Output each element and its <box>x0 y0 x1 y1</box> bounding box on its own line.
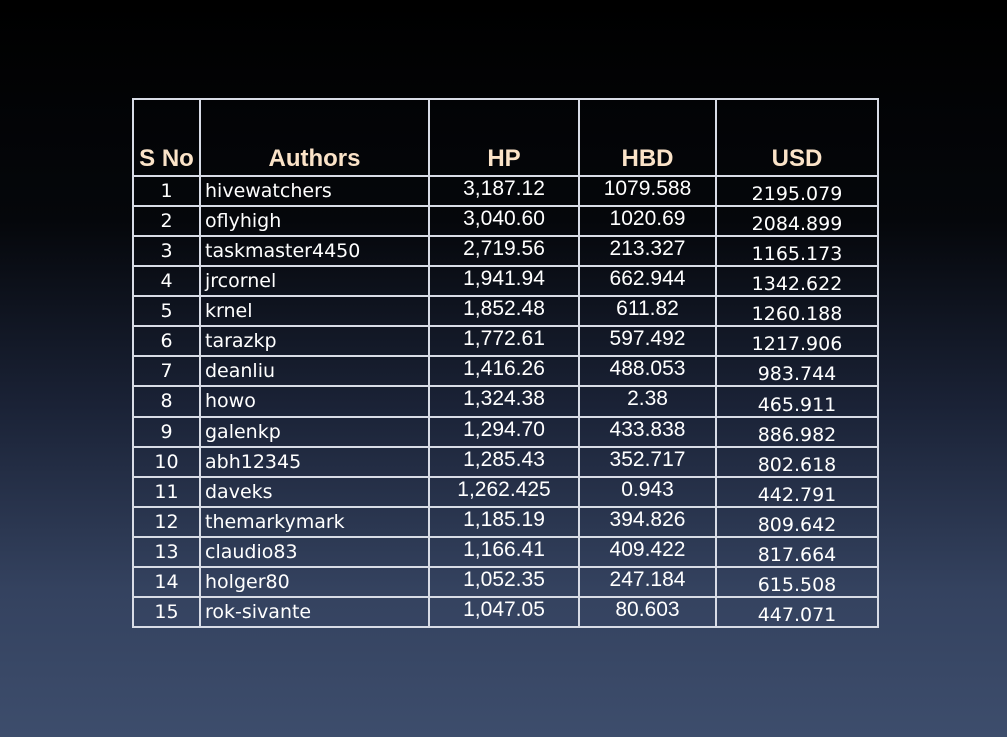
table-body: 1 hivewatchers 3,187.12 1079.588 2195.07… <box>132 174 879 629</box>
cell-usd: 1217.906 <box>715 325 879 358</box>
cell-author: taskmaster4450 <box>199 235 430 268</box>
cell-hbd: 247.184 <box>578 565 717 598</box>
cell-sno: 11 <box>132 475 201 508</box>
cell-usd: 442.791 <box>715 475 879 508</box>
cell-author: deanliu <box>199 355 430 388</box>
table-row: 3 taskmaster4450 2,719.56 213.327 1165.1… <box>132 235 879 268</box>
authors-table: S No Authors HP HBD USD 1 hivewatchers 3… <box>132 98 879 629</box>
table-row: 10 abh12345 1,285.43 352.717 802.618 <box>132 445 879 478</box>
cell-author: rok-sivante <box>199 595 430 629</box>
cell-hp: 1,052.35 <box>428 565 580 598</box>
table-row: 6 tarazkp 1,772.61 597.492 1217.906 <box>132 325 879 358</box>
cell-usd: 1260.188 <box>715 295 879 328</box>
cell-usd: 447.071 <box>715 595 879 629</box>
table-row: 5 krnel 1,852.48 611.82 1260.188 <box>132 295 879 328</box>
header-hp: HP <box>428 98 580 177</box>
table-row: 12 themarkymark 1,185.19 394.826 809.642 <box>132 505 879 538</box>
cell-usd: 802.618 <box>715 445 879 478</box>
cell-author: howo <box>199 385 430 418</box>
table-row: 2 oflyhigh 3,040.60 1020.69 2084.899 <box>132 205 879 238</box>
header-authors: Authors <box>199 98 430 177</box>
cell-hbd: 394.826 <box>578 505 717 538</box>
cell-author: abh12345 <box>199 445 430 478</box>
cell-usd: 615.508 <box>715 565 879 598</box>
cell-hp: 2,719.56 <box>428 235 580 268</box>
cell-usd: 886.982 <box>715 415 879 448</box>
cell-author: hivewatchers <box>199 174 430 208</box>
cell-hbd: 433.838 <box>578 415 717 448</box>
header-hbd: HBD <box>578 98 717 177</box>
table-row: 9 galenkp 1,294.70 433.838 886.982 <box>132 415 879 448</box>
cell-hp: 1,262.425 <box>428 475 580 508</box>
cell-author: jrcornel <box>199 265 430 298</box>
authors-table-container: S No Authors HP HBD USD 1 hivewatchers 3… <box>132 98 879 629</box>
cell-author: oflyhigh <box>199 205 430 238</box>
cell-usd: 2084.899 <box>715 205 879 238</box>
cell-hbd: 409.422 <box>578 535 717 568</box>
cell-author: daveks <box>199 475 430 508</box>
cell-hbd: 213.327 <box>578 235 717 268</box>
cell-sno: 1 <box>132 174 201 208</box>
cell-usd: 983.744 <box>715 355 879 388</box>
cell-author: themarkymark <box>199 505 430 538</box>
cell-sno: 2 <box>132 205 201 238</box>
cell-sno: 13 <box>132 535 201 568</box>
cell-usd: 809.642 <box>715 505 879 538</box>
cell-hp: 3,040.60 <box>428 205 580 238</box>
cell-usd: 1342.622 <box>715 265 879 298</box>
header-row: S No Authors HP HBD USD <box>132 98 879 177</box>
cell-hbd: 0.943 <box>578 475 717 508</box>
cell-hp: 1,941.94 <box>428 265 580 298</box>
table-row: 15 rok-sivante 1,047.05 80.603 447.071 <box>132 595 879 629</box>
table-row: 13 claudio83 1,166.41 409.422 817.664 <box>132 535 879 568</box>
cell-hp: 1,285.43 <box>428 445 580 478</box>
cell-sno: 10 <box>132 445 201 478</box>
cell-usd: 2195.079 <box>715 174 879 208</box>
cell-author: claudio83 <box>199 535 430 568</box>
cell-sno: 15 <box>132 595 201 629</box>
cell-hp: 1,185.19 <box>428 505 580 538</box>
cell-author: galenkp <box>199 415 430 448</box>
cell-hbd: 2.38 <box>578 385 717 418</box>
table-row: 1 hivewatchers 3,187.12 1079.588 2195.07… <box>132 174 879 208</box>
cell-hbd: 1020.69 <box>578 205 717 238</box>
cell-hp: 1,324.38 <box>428 385 580 418</box>
cell-sno: 5 <box>132 295 201 328</box>
cell-sno: 3 <box>132 235 201 268</box>
table-row: 8 howo 1,324.38 2.38 465.911 <box>132 385 879 418</box>
cell-hp: 1,294.70 <box>428 415 580 448</box>
cell-hbd: 662.944 <box>578 265 717 298</box>
cell-author: krnel <box>199 295 430 328</box>
table-row: 14 holger80 1,052.35 247.184 615.508 <box>132 565 879 598</box>
cell-sno: 14 <box>132 565 201 598</box>
cell-usd: 465.911 <box>715 385 879 418</box>
cell-hp: 1,772.61 <box>428 325 580 358</box>
cell-hbd: 1079.588 <box>578 174 717 208</box>
table-row: 4 jrcornel 1,941.94 662.944 1342.622 <box>132 265 879 298</box>
cell-hbd: 80.603 <box>578 595 717 629</box>
cell-hp: 3,187.12 <box>428 174 580 208</box>
table-row: 7 deanliu 1,416.26 488.053 983.744 <box>132 355 879 388</box>
cell-hbd: 611.82 <box>578 295 717 328</box>
table-row: 11 daveks 1,262.425 0.943 442.791 <box>132 475 879 508</box>
cell-hbd: 597.492 <box>578 325 717 358</box>
cell-sno: 4 <box>132 265 201 298</box>
cell-hp: 1,047.05 <box>428 595 580 629</box>
cell-usd: 817.664 <box>715 535 879 568</box>
header-usd: USD <box>715 98 879 177</box>
cell-sno: 6 <box>132 325 201 358</box>
cell-usd: 1165.173 <box>715 235 879 268</box>
cell-hp: 1,416.26 <box>428 355 580 388</box>
cell-sno: 12 <box>132 505 201 538</box>
cell-sno: 9 <box>132 415 201 448</box>
header-sno: S No <box>132 98 201 177</box>
cell-sno: 7 <box>132 355 201 388</box>
cell-hbd: 488.053 <box>578 355 717 388</box>
cell-hp: 1,166.41 <box>428 535 580 568</box>
cell-author: holger80 <box>199 565 430 598</box>
cell-author: tarazkp <box>199 325 430 358</box>
cell-sno: 8 <box>132 385 201 418</box>
cell-hp: 1,852.48 <box>428 295 580 328</box>
cell-hbd: 352.717 <box>578 445 717 478</box>
